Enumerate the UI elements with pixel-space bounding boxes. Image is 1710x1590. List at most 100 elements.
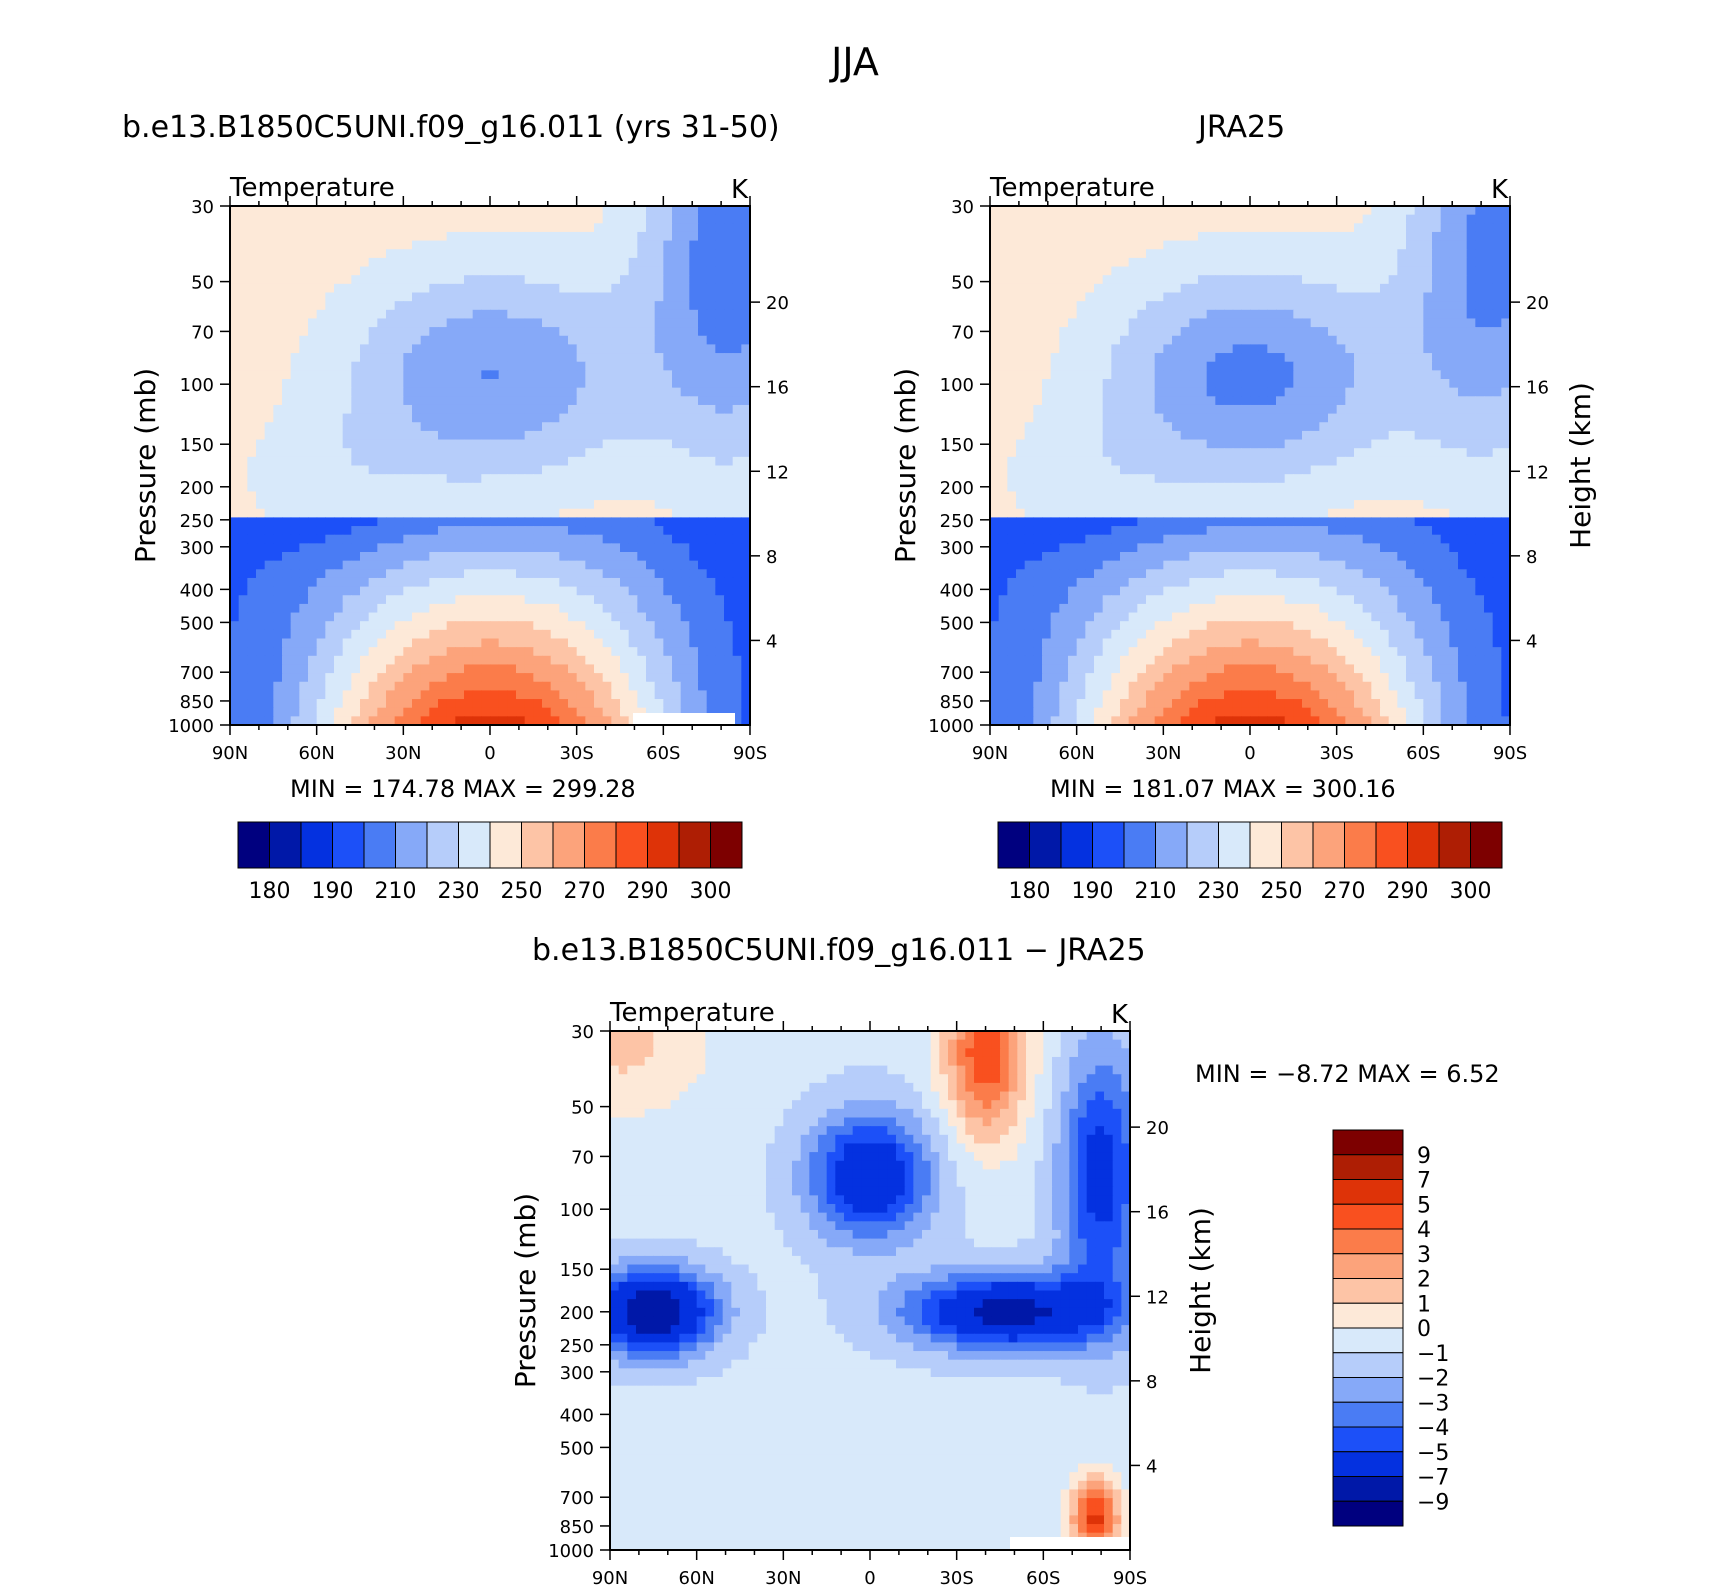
contour-cell	[446, 422, 456, 432]
contour-cell	[542, 491, 552, 501]
contour-cell	[325, 595, 335, 605]
contour-cell	[732, 716, 742, 726]
contour-cell	[698, 647, 708, 657]
contour-cell	[420, 673, 430, 683]
contour-cell	[1033, 223, 1043, 233]
contour-cell	[706, 664, 716, 674]
contour-cell	[464, 223, 474, 233]
contour-cell	[1154, 206, 1164, 216]
contour-cell	[524, 214, 534, 224]
contour-cell	[498, 456, 508, 467]
contour-cell	[1345, 266, 1355, 276]
contour-cell	[637, 612, 647, 622]
contour-cell	[1380, 283, 1390, 294]
contour-cell	[420, 586, 430, 596]
contour-cell	[524, 361, 534, 371]
contour-cell	[533, 543, 543, 553]
contour-cell	[516, 595, 526, 605]
contour-cell	[689, 223, 699, 233]
contour-cell	[438, 577, 448, 588]
contour-cell	[1232, 309, 1242, 320]
contour-cell	[576, 422, 586, 432]
contour-cell	[1016, 361, 1026, 371]
contour-cell	[533, 223, 543, 233]
contour-cell	[1484, 292, 1494, 302]
contour-cell	[611, 629, 621, 640]
contour-cell	[998, 223, 1008, 233]
contour-cell	[325, 612, 335, 622]
contour-cell	[1380, 370, 1390, 380]
contour-cell	[1042, 301, 1052, 311]
contour-cell	[342, 647, 352, 657]
contour-cell	[429, 543, 439, 553]
contour-cell	[351, 707, 361, 717]
contour-cell	[1388, 327, 1398, 337]
contour-cell	[594, 387, 604, 397]
contour-cell	[438, 681, 448, 691]
contour-cell	[334, 465, 344, 475]
contour-cell	[698, 517, 708, 527]
contour-cell	[299, 482, 309, 493]
contour-cell	[1302, 344, 1312, 354]
contour-cell	[498, 699, 508, 709]
contour-cell	[1050, 379, 1060, 389]
contour-cell	[1024, 387, 1034, 397]
contour-cell	[602, 439, 612, 449]
contour-cell	[611, 309, 621, 320]
contour-cell	[1267, 240, 1277, 250]
contour-cell	[516, 379, 526, 389]
contour-cell	[706, 344, 716, 354]
contour-cell	[490, 586, 500, 596]
contour-cell	[316, 526, 326, 536]
contour-cell	[524, 456, 534, 467]
contour-cell	[247, 439, 257, 449]
colorbar-swatch	[710, 821, 743, 869]
contour-cell	[1466, 318, 1476, 328]
contour-cell	[342, 353, 352, 363]
contour-cell	[386, 621, 396, 631]
contour-cell	[273, 448, 283, 458]
contour-cell	[576, 621, 586, 631]
contour-cell	[455, 664, 465, 674]
contour-cell	[316, 543, 326, 553]
contour-cell	[663, 517, 673, 527]
contour-cell	[1050, 266, 1060, 276]
contour-cell	[706, 309, 716, 320]
contour-cell	[1059, 283, 1069, 294]
contour-cell	[1059, 353, 1069, 363]
contour-cell	[998, 257, 1008, 268]
contour-cell	[299, 231, 309, 242]
contour-cell	[490, 621, 500, 631]
contour-cell	[230, 595, 240, 605]
contour-cell	[282, 275, 292, 285]
contour-cell	[594, 491, 604, 501]
contour-cell	[568, 214, 578, 224]
contour-cell	[585, 621, 595, 631]
contour-cell	[420, 387, 430, 397]
contour-cell	[724, 482, 734, 493]
contour-cell	[1258, 223, 1268, 233]
contour-cell	[438, 534, 448, 544]
contour-cell	[542, 283, 552, 294]
contour-cell	[698, 699, 708, 709]
contour-cell	[464, 699, 474, 709]
contour-cell	[559, 474, 569, 484]
contour-cell	[429, 577, 439, 588]
contour-cell	[438, 621, 448, 631]
contour-cell	[1258, 361, 1268, 371]
contour-cell	[299, 206, 309, 216]
contour-cell	[646, 240, 656, 250]
contour-cell	[602, 231, 612, 242]
contour-cell	[429, 647, 439, 657]
contour-cell	[420, 508, 430, 518]
contour-cell	[1501, 361, 1511, 371]
contour-cell	[230, 465, 240, 475]
contour-cell	[542, 664, 552, 674]
contour-cell	[1076, 379, 1086, 389]
contour-cell	[455, 231, 465, 242]
contour-cell	[1371, 361, 1381, 371]
contour-cell	[1276, 344, 1286, 354]
contour-cell	[585, 327, 595, 337]
contour-cell	[594, 301, 604, 311]
contour-cell	[1362, 318, 1372, 328]
